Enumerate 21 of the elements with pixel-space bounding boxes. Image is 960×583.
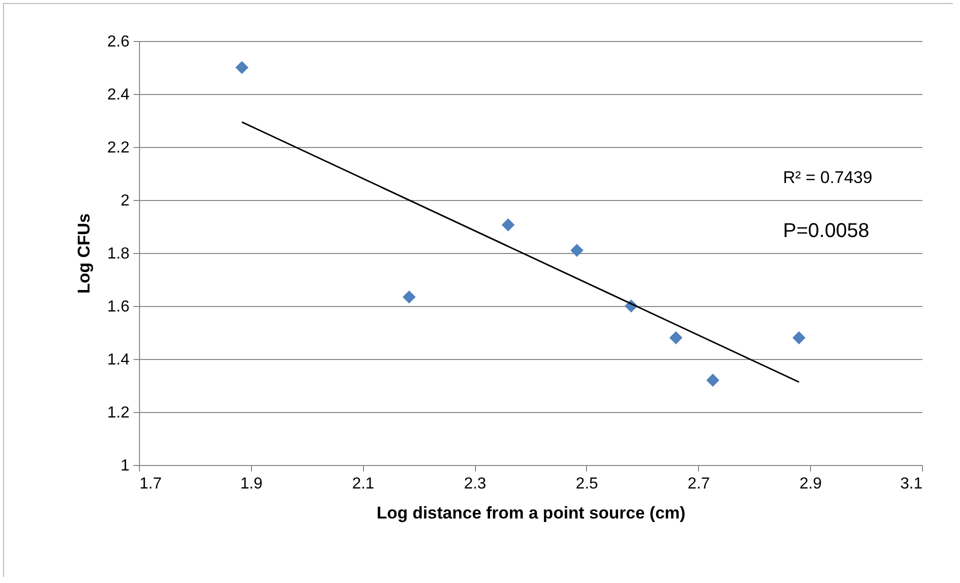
- x-tick-label: 2.3: [464, 476, 486, 492]
- y-tick-label: 1.6: [107, 298, 130, 316]
- x-tick-label: 2.1: [352, 476, 374, 492]
- y-tick-label: 1.2: [107, 404, 130, 422]
- x-tick-label: 1.9: [240, 476, 263, 492]
- x-tick-label: 3.1: [900, 476, 923, 492]
- y-tick-label: 2.6: [107, 34, 130, 50]
- annotation: P=0.0058: [783, 220, 870, 242]
- x-tick-label: 1.7: [140, 476, 162, 492]
- y-tick-label: 2: [120, 192, 130, 210]
- y-tick-label: 1.4: [107, 352, 130, 368]
- y-tick-label: 1: [120, 458, 130, 474]
- y-axis-title: Log CFUs: [74, 213, 94, 294]
- x-tick-label: 2.9: [800, 476, 822, 492]
- y-tick-label: 2.2: [107, 140, 130, 156]
- x-tick-label: 2.7: [688, 476, 710, 492]
- y-tick-label: 2.4: [107, 86, 130, 104]
- y-tick-label: 1.8: [107, 246, 130, 262]
- x-tick-label: 2.5: [576, 476, 598, 492]
- x-axis-title: Log distance from a point source (cm): [376, 504, 686, 522]
- annotation: R² = 0.7439: [783, 168, 872, 187]
